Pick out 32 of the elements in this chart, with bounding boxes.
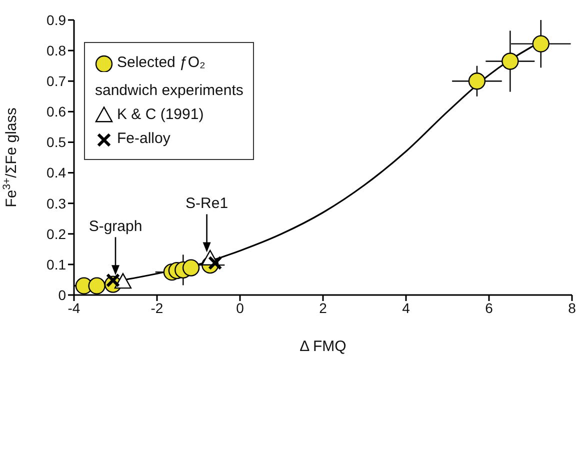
point	[182, 259, 200, 276]
y-tick-label: 0.2	[46, 226, 66, 242]
x-axis-title: Δ FMQ	[300, 338, 346, 355]
y-tick-label: 0.8	[46, 42, 66, 59]
y-tick-label: 0	[58, 286, 66, 303]
x-tick-label: -2	[150, 300, 164, 316]
legend-label: Selected ƒO₂	[117, 53, 206, 73]
point	[114, 273, 132, 289]
annotation: S-Re1	[186, 195, 228, 212]
x-tick-label: 6	[485, 300, 494, 316]
point	[88, 277, 106, 294]
y-tick-label: 0.6	[46, 104, 66, 120]
legend-title: sandwich experiments	[95, 81, 244, 101]
y-tick-label: 0.3	[46, 195, 66, 212]
point	[468, 72, 486, 90]
point	[106, 273, 120, 288]
annotation: S-graph	[88, 218, 142, 236]
y-tick-label: 0.1	[46, 256, 66, 272]
legend-label: K & C (1991)	[117, 105, 204, 125]
x-tick-label: 8	[568, 300, 576, 316]
y-tick-label: 0.5	[46, 134, 66, 150]
x-tick-label: 4	[402, 300, 410, 316]
x-tick-label: 2	[319, 300, 328, 316]
legend-label: Fe-alloy	[117, 129, 170, 149]
y-tick-label: 0.9	[46, 12, 66, 28]
x-tick-label: -4	[68, 300, 80, 316]
point	[502, 52, 519, 70]
y-tick-label: 0.4	[46, 164, 66, 181]
point	[208, 256, 222, 270]
point	[532, 35, 550, 52]
y-tick-label: 0.7	[46, 73, 66, 90]
x-tick-label: 0	[236, 300, 244, 316]
